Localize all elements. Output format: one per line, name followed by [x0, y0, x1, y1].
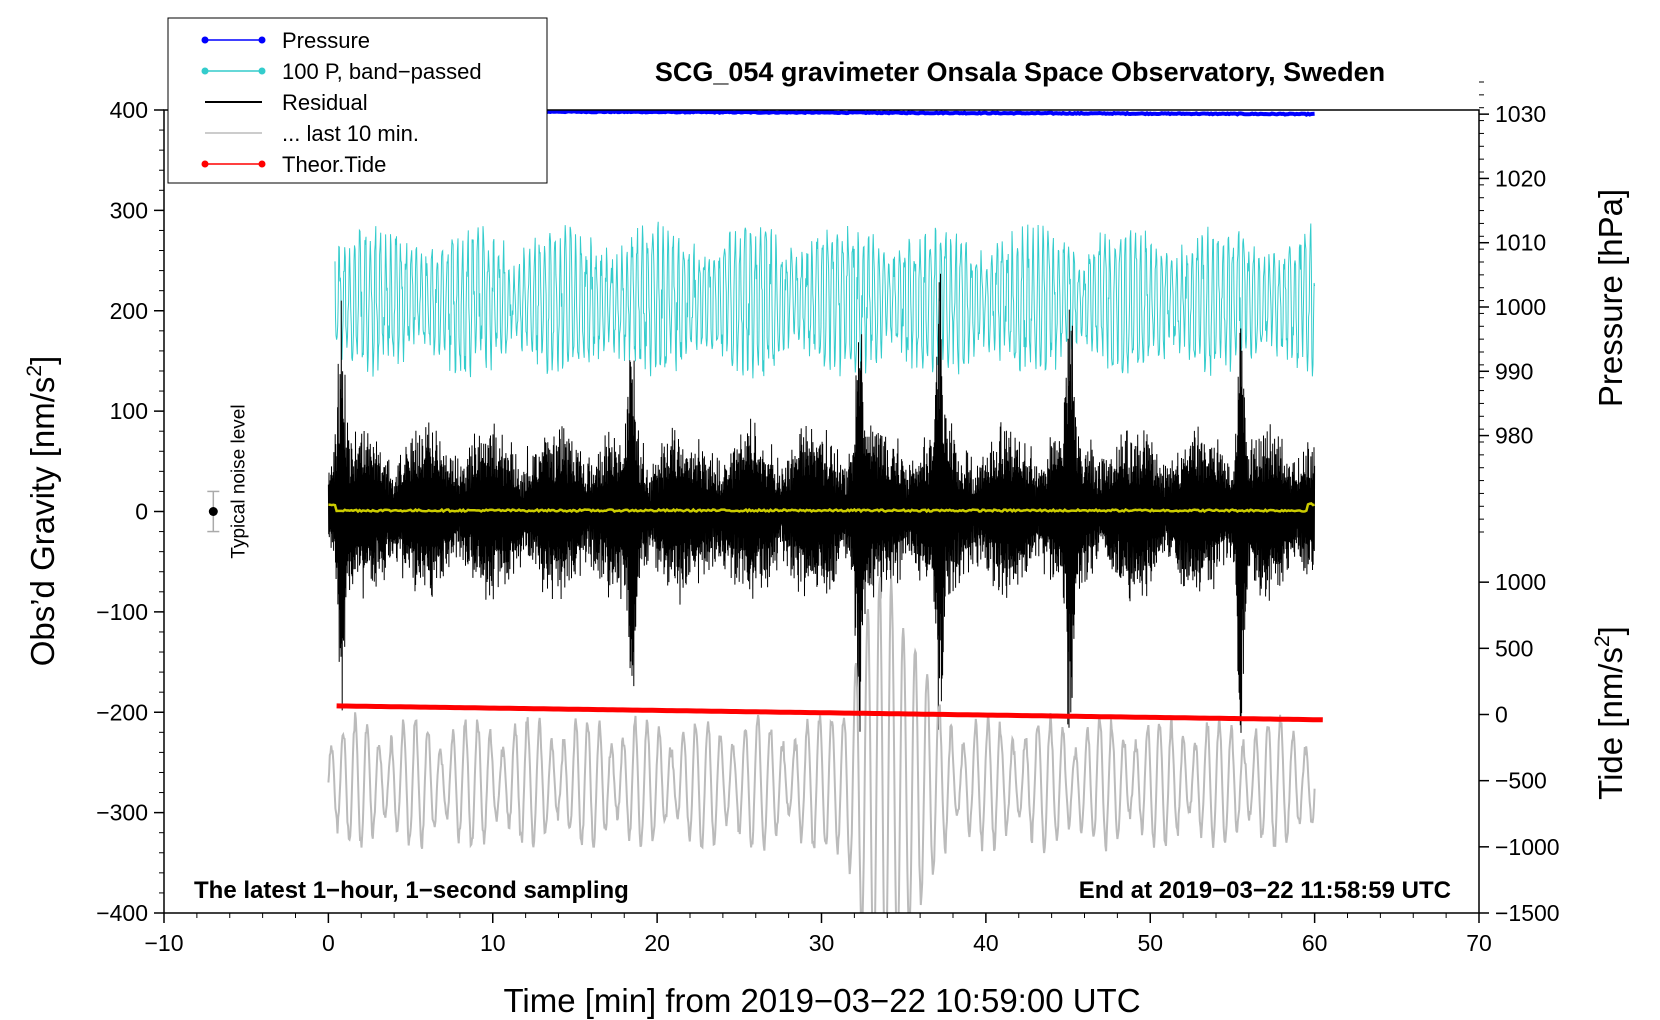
tide-axis-title-sup: 2: [1591, 635, 1614, 647]
y-axis-title-left-close: ]: [24, 356, 61, 365]
axes-layer: −10 0 10 20 30 40 50 60 704003002001000−100−200−…: [96, 81, 1560, 956]
pressure-tick-label: 980: [1495, 423, 1533, 449]
legend-label: Theor.Tide: [282, 152, 386, 177]
tide-tick-label: 500: [1495, 635, 1533, 661]
pressure-tick-label: 990: [1495, 358, 1533, 384]
y-tick-label: 200: [110, 298, 148, 324]
x-tick-label: 70: [1466, 930, 1492, 956]
x-tick-label: 10: [480, 930, 506, 956]
tide-axis-title-main: Tide [nm/s: [1592, 647, 1629, 800]
y-tick-label: −400: [96, 900, 148, 926]
series-residual-smoothed: [328, 502, 1316, 514]
noise-label: Typical noise level: [228, 404, 249, 558]
legend-items: Pressure 100 P, band−passed Residual ... la…: [201, 28, 482, 177]
tide-tick-label: −1500: [1495, 900, 1560, 926]
series-layer: [327, 110, 1323, 913]
tide-tick-label: −500: [1495, 768, 1547, 794]
x-tick-label: 0: [322, 930, 335, 956]
y-tick-label: 0: [135, 499, 148, 525]
x-tick-label: 20: [644, 930, 670, 956]
y-tick-label: −200: [96, 699, 148, 725]
legend-label: ... last 10 min.: [282, 121, 419, 146]
pressure-tick-label: 1030: [1495, 101, 1546, 127]
tide-tick-label: −1000: [1495, 834, 1560, 860]
legend-label: Residual: [282, 90, 368, 115]
legend-marker: [201, 67, 209, 75]
y-tick-label: 400: [110, 97, 148, 123]
y-axis-title-left-main: Obs’d Gravity [nm/s: [24, 377, 61, 667]
y-tick-label: 300: [110, 197, 148, 223]
x-tick-label: 40: [973, 930, 999, 956]
y-tick-label: 100: [110, 398, 148, 424]
tide-axis-title: Tide [nm/s2]: [1591, 626, 1629, 800]
legend-label: 100 P, band−passed: [282, 59, 482, 84]
annotation-left: The latest 1−hour, 1−second sampling: [194, 877, 629, 904]
legend-marker: [258, 160, 266, 168]
noise-marker: Typical noise level: [207, 404, 249, 559]
series-theor-tide: [336, 703, 1323, 723]
legend-label: Pressure: [282, 28, 370, 53]
y-axis-title-left-sup: 2: [23, 365, 46, 377]
x-axis-title: Time [min] from 2019−03−22 10:59:00 UTC: [503, 982, 1140, 1019]
x-tick-label: 30: [809, 930, 835, 956]
legend-marker: [258, 36, 266, 44]
y-tick-label: −300: [96, 800, 148, 826]
noise-dot: [208, 507, 218, 516]
legend-marker: [201, 160, 209, 168]
annotation-right: End at 2019−03−22 11:58:59 UTC: [1079, 877, 1451, 904]
x-tick-label: 60: [1302, 930, 1328, 956]
legend-marker: [258, 67, 266, 75]
legend-box: [167, 17, 548, 184]
pressure-tick-label: 1000: [1495, 294, 1546, 320]
pressure-tick-label: 1010: [1495, 230, 1546, 256]
pressure-tick-label: 1020: [1495, 165, 1546, 191]
tide-axis-title-close: ]: [1592, 626, 1629, 635]
series-100-p-band-passed: [334, 221, 1316, 379]
y-tick-label: −100: [96, 599, 148, 625]
legend: Pressure 100 P, band−passed Residual ... la…: [167, 17, 548, 184]
y-axis-title-left: Obs’d Gravity [nm/s2]: [23, 356, 61, 667]
tide-tick-label: 1000: [1495, 569, 1546, 595]
series-last-10-min: [327, 577, 1316, 913]
x-tick-label: −10: [144, 930, 183, 956]
chart-title: SCG_054 gravimeter Onsala Space Observat…: [655, 57, 1385, 87]
tide-tick-label: 0: [1495, 702, 1508, 728]
pressure-axis-title: Pressure [hPa]: [1592, 189, 1629, 407]
legend-marker: [201, 36, 209, 44]
x-tick-label: 50: [1137, 930, 1163, 956]
